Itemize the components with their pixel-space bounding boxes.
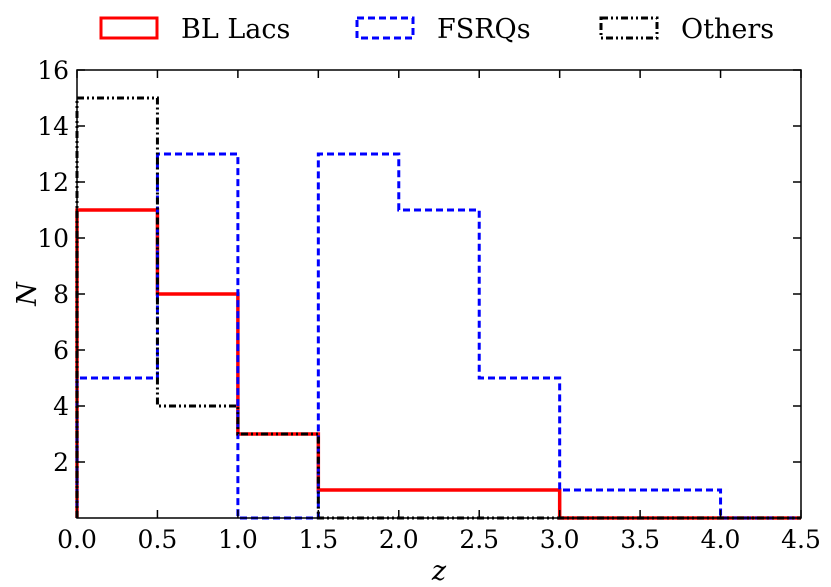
y-tick-label: 4 — [53, 392, 69, 421]
series-others — [75, 96, 801, 520]
x-tick-label: 4.5 — [781, 525, 821, 554]
y-tick-label: 12 — [37, 168, 69, 197]
y-tick-label: 8 — [53, 280, 69, 309]
legend-label: BL Lacs — [181, 14, 290, 45]
y-tick-label: 14 — [37, 112, 69, 141]
y-tick-label: 16 — [37, 56, 69, 85]
axis-ticks — [76, 69, 802, 518]
y-axis-label: N — [12, 281, 43, 307]
y-tick-label: 10 — [37, 224, 69, 253]
x-tick-label: 2.5 — [459, 525, 499, 554]
series-layer — [75, 96, 801, 520]
y-tick-label: 6 — [53, 336, 69, 365]
legend-swatch — [99, 16, 159, 40]
legend-swatch — [355, 16, 415, 40]
legend-label: FSRQs — [437, 14, 531, 45]
axis-tick-labels: 0.0 0.5 1.0 1.5 2.0 2.5 3.0 3.5 4.0 4.5 2 4 6 8 10 12 14… — [37, 56, 821, 554]
x-tick-label: 1.5 — [298, 525, 338, 554]
legend-swatch — [599, 16, 659, 40]
x-tick-label: 0.5 — [138, 525, 178, 554]
x-tick-label: 2.0 — [379, 525, 419, 554]
x-axis-label: z — [431, 556, 447, 587]
x-tick-label: 4.0 — [701, 525, 741, 554]
y-tick-label: 2 — [53, 448, 69, 477]
x-tick-label: 3.5 — [620, 525, 660, 554]
series-fsrqs — [75, 152, 801, 520]
series-bl-lacs — [75, 208, 801, 520]
x-tick-label: 1.0 — [218, 525, 258, 554]
legend: BL Lacs FSRQs Others — [99, 14, 774, 45]
x-tick-label: 3.0 — [540, 525, 580, 554]
legend-label: Others — [681, 14, 774, 45]
x-tick-label: 0.0 — [57, 525, 97, 554]
